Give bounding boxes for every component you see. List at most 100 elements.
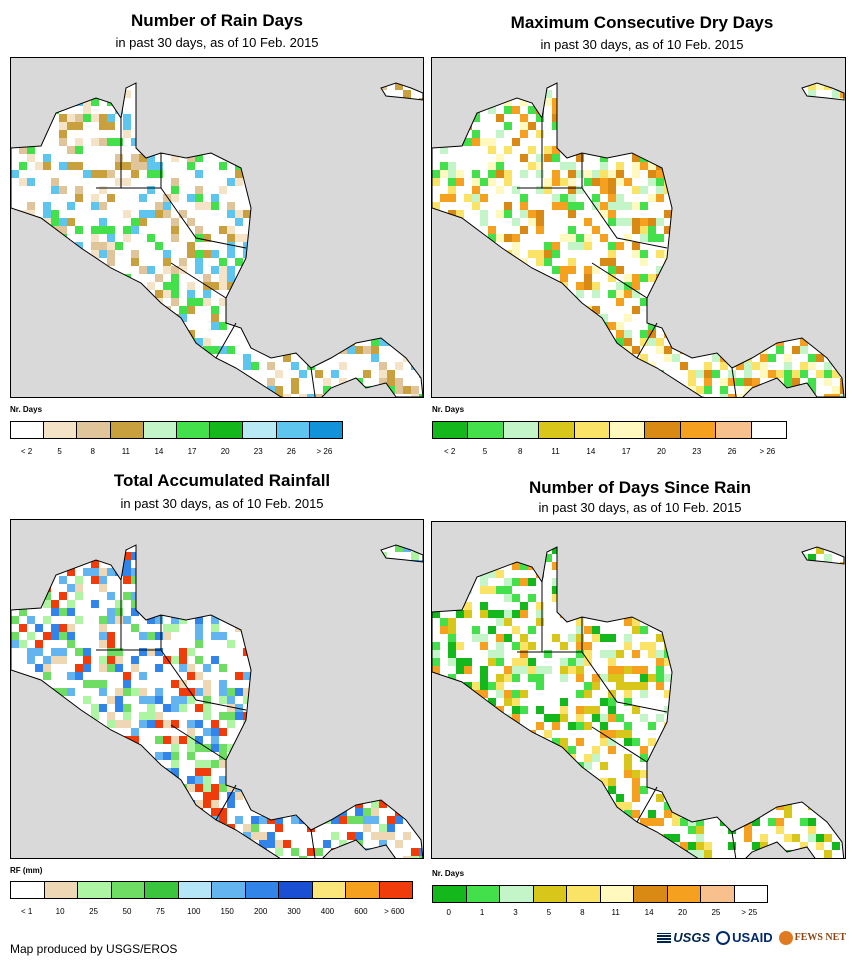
grid-cell <box>776 346 784 354</box>
grid-cell <box>99 186 107 194</box>
grid-cell <box>840 90 844 98</box>
grid-cell <box>115 154 123 162</box>
legend-swatch <box>44 422 78 438</box>
grid-cell <box>520 634 528 642</box>
grid-cell <box>472 682 480 690</box>
grid-cell <box>59 130 67 138</box>
grid-cell <box>656 826 664 834</box>
grid-cell <box>155 162 163 170</box>
grid-cell <box>91 576 99 584</box>
grid-cell <box>816 547 824 554</box>
grid-cell <box>640 274 648 282</box>
grid-cell <box>528 578 536 586</box>
grid-cell <box>600 162 608 170</box>
grid-cell <box>227 640 235 648</box>
grid-cell <box>568 658 576 666</box>
grid-cell <box>512 178 520 186</box>
grid-cell <box>504 578 512 586</box>
grid-cell <box>51 194 59 202</box>
grid-cell <box>51 600 59 608</box>
grid-cell <box>800 338 808 346</box>
grid-cell <box>504 146 512 154</box>
grid-cell <box>171 624 179 632</box>
grid-cell <box>640 714 648 722</box>
grid-cell <box>99 130 107 138</box>
legend-swatch <box>243 422 277 438</box>
grid-cell <box>51 664 59 672</box>
grid-cell <box>496 154 504 162</box>
grid-cell <box>616 322 624 330</box>
grid-cell <box>187 218 195 226</box>
grid-cell <box>592 178 600 186</box>
grid-cell <box>520 130 528 138</box>
grid-cell <box>115 250 123 258</box>
grid-cell <box>648 674 656 682</box>
grid-cell <box>584 626 592 634</box>
grid-cell <box>291 386 299 394</box>
grid-cell <box>179 178 187 186</box>
grid-cell <box>211 720 219 728</box>
grid-cell <box>139 162 147 170</box>
grid-cell <box>512 698 520 706</box>
grid-cell <box>163 728 171 736</box>
grid-cell <box>147 282 155 290</box>
grid-cell <box>440 626 448 634</box>
grid-cell <box>171 194 179 202</box>
grid-cell <box>219 720 227 728</box>
grid-cell <box>640 226 648 234</box>
legend-swatch <box>503 422 540 438</box>
grid-cell <box>131 656 139 664</box>
grid-cell <box>448 170 456 178</box>
grid-cell <box>67 688 75 696</box>
grid-cell <box>187 210 195 218</box>
grid-cell <box>552 547 560 554</box>
grid-cell <box>99 616 107 624</box>
grid-cell <box>387 832 395 840</box>
grid-cell <box>163 704 171 712</box>
grid-cell <box>488 106 496 114</box>
grid-cell <box>616 218 624 226</box>
grid-cell <box>139 266 147 274</box>
grid-cell <box>259 840 267 848</box>
internal-borders <box>517 582 737 858</box>
grid-cell <box>824 90 832 98</box>
grid-cell <box>195 736 203 744</box>
grid-cell <box>291 370 299 378</box>
grid-cell <box>163 752 171 760</box>
grid-cell <box>664 218 672 226</box>
grid-cell <box>163 202 171 210</box>
grid-cell <box>496 650 504 658</box>
grid-cell <box>203 290 211 298</box>
grid-cell <box>75 114 83 122</box>
grid-cell <box>528 586 536 594</box>
grid-cell <box>339 816 347 824</box>
grid-cell <box>552 562 560 570</box>
grid-cell <box>824 850 832 858</box>
grid-cell <box>419 856 423 858</box>
grid-cell <box>195 744 203 752</box>
grid-cell <box>275 824 283 832</box>
grid-cell <box>504 106 512 114</box>
grid-cell <box>219 322 227 330</box>
legend-swatch <box>716 422 752 438</box>
grid-cell <box>27 162 35 170</box>
grid-cell <box>219 298 227 306</box>
grid-cell <box>520 122 528 130</box>
grid-cell <box>440 618 448 626</box>
grid-cell <box>648 714 656 722</box>
grid-cell <box>832 90 840 98</box>
grid-cell <box>291 378 299 386</box>
grid-cell <box>536 682 544 690</box>
grid-cell <box>488 610 496 618</box>
grid-cell <box>75 592 83 600</box>
grid-cell <box>560 714 568 722</box>
grid-cell <box>83 98 91 106</box>
grid-cell <box>107 696 115 704</box>
grid-cell <box>552 266 560 274</box>
grid-cell <box>624 698 632 706</box>
grid-cell <box>800 842 808 850</box>
grid-cell <box>195 800 203 808</box>
grid-cell <box>464 194 472 202</box>
grid-cell <box>219 258 227 266</box>
grid-cell <box>488 146 496 154</box>
